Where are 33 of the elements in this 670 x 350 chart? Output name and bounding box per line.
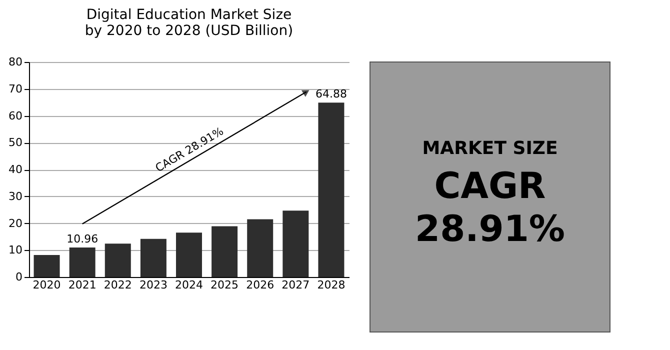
bar [69,248,96,277]
x-tick-label: 2022 [104,278,132,292]
x-tick-label: 2021 [68,278,96,292]
data-label: 10.96 [66,232,98,246]
x-tick-label: 2028 [317,278,346,292]
x-tick-label: 2023 [139,278,168,292]
x-tick-label: 2020 [32,278,61,292]
y-tick-label: 20 [8,216,22,230]
y-tick-label: 60 [8,109,22,122]
x-tick-label: 2027 [282,278,310,292]
text: 28.91% [415,209,565,250]
text: CAGR [434,166,546,207]
bar [140,238,166,277]
y-tick-label: 40 [8,163,22,176]
bar [176,232,202,277]
data-label: 64.88 [315,88,347,101]
bar [212,226,238,277]
y-tick-label: 30 [8,190,22,203]
chart-title: Digital Education Market Size by 2020 to 2028 (USD Billion) [84,7,294,39]
x-tick-label: 2026 [246,278,274,292]
x-tick-label: 2024 [175,278,203,292]
bar [34,254,60,277]
y-tick-label: 10 [8,244,22,257]
bar [318,102,344,277]
bar [282,210,309,277]
text: MARKET SIZE [422,138,558,159]
y-tick-label: 70 [8,82,22,96]
y-tick-label: 80 [8,56,22,68]
y-tick-label: 50 [8,136,22,150]
y-tick-label: 0 [16,270,22,284]
x-tick-label: 2025 [210,278,239,292]
bar [247,219,274,277]
bar [104,244,131,277]
